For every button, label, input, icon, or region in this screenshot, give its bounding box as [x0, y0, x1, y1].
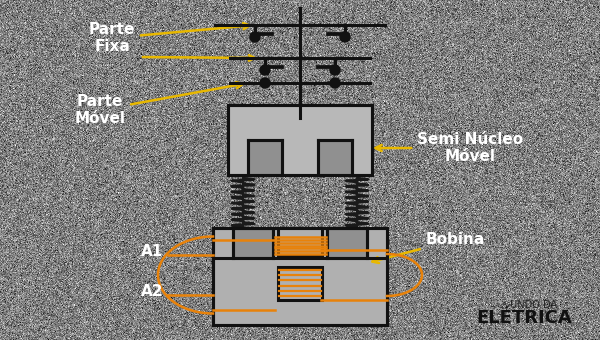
Bar — [233, 228, 273, 258]
Bar — [213, 228, 387, 325]
Bar — [213, 228, 387, 325]
Circle shape — [340, 32, 350, 42]
Bar — [278, 267, 322, 300]
Text: Parte
Móvel: Parte Móvel — [74, 82, 242, 126]
Circle shape — [250, 32, 260, 42]
Bar — [228, 105, 372, 175]
Bar — [248, 140, 282, 175]
Text: ELÉTRICA: ELÉTRICA — [476, 309, 572, 327]
Text: A1: A1 — [141, 243, 163, 258]
Circle shape — [260, 65, 270, 75]
Text: A2: A2 — [140, 284, 163, 299]
Circle shape — [260, 78, 270, 88]
Text: Semi Núcleo
Móvel: Semi Núcleo Móvel — [376, 132, 523, 164]
Bar — [278, 228, 322, 255]
Text: ∿UNDO DA: ∿UNDO DA — [502, 300, 557, 310]
Bar — [327, 228, 367, 258]
Text: Bobina: Bobina — [373, 233, 485, 263]
Bar — [318, 140, 352, 175]
Circle shape — [330, 78, 340, 88]
Circle shape — [330, 65, 340, 75]
Bar — [228, 105, 372, 175]
Text: Parte
Fixa: Parte Fixa — [89, 22, 250, 54]
